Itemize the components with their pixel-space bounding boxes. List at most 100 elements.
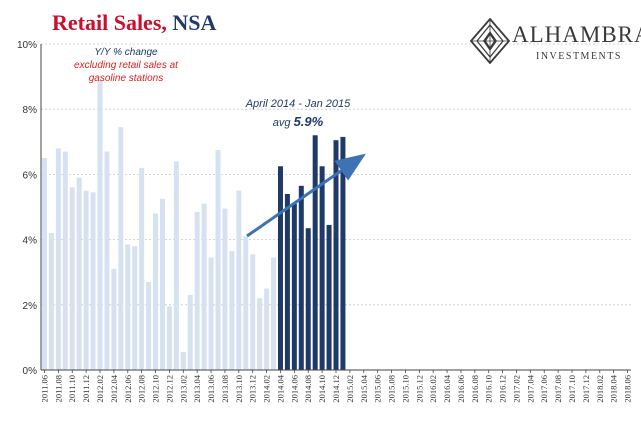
bar [153, 213, 159, 370]
bar [104, 151, 110, 370]
bar [90, 192, 96, 370]
x-tick-label: 2017.10 [567, 375, 577, 403]
title-part1: Retail Sales [52, 10, 162, 35]
bar [132, 246, 138, 370]
x-tick-label: 2016.12 [498, 375, 508, 403]
bar [180, 352, 186, 370]
x-tick-label: 2016.04 [442, 374, 452, 402]
x-tick-label: 2015.10 [400, 375, 410, 403]
x-tick-label: 2013.08 [220, 375, 230, 403]
bar [250, 254, 256, 370]
x-tick-label: 2013.04 [192, 374, 202, 402]
x-tick-label: 2017.02 [511, 375, 521, 403]
x-tick-label: 2013.12 [248, 375, 258, 403]
bar [55, 148, 61, 370]
alhambra-logo: ALHAMBRA INVESTMENTS [470, 18, 641, 68]
x-tick-label: 2015.02 [345, 375, 355, 403]
axes: 0% 2% 4% 6% 8% 10% 2011.06 2011.08 2011.10 2011.1… [17, 40, 633, 403]
x-tick-label: 2016.08 [470, 375, 480, 403]
x-tick-label: 2014.08 [303, 375, 313, 403]
y-tick-label: 2% [23, 301, 38, 312]
chart-title: Retail Sales, NSA [52, 10, 216, 36]
bar [76, 177, 82, 370]
y-tick-label: 4% [23, 236, 38, 247]
x-tick-label: 2014.06 [289, 375, 299, 403]
x-tick-label: 2012.10 [151, 375, 161, 403]
x-tick-label: 2016.02 [428, 375, 438, 403]
x-tick-label: 2015.06 [373, 375, 383, 403]
x-tick-label: 2015.12 [414, 375, 424, 403]
x-tick-label: 2012.08 [137, 375, 147, 403]
period-label: April 2014 - Jan 2015 [245, 98, 351, 110]
bar [97, 79, 103, 371]
y-tick-label: 6% [23, 170, 38, 181]
bar [201, 203, 207, 370]
bar [41, 158, 47, 370]
bar [111, 268, 117, 370]
y-tick-label: 0% [23, 366, 38, 377]
yoy-annotation: Y/Y % change excluding retail sales at g… [52, 46, 200, 85]
bar [159, 198, 165, 370]
x-tick-label: 2013.10 [234, 375, 244, 403]
x-tick-label: 2015.08 [387, 375, 397, 403]
bar [187, 295, 193, 370]
x-tick-label: 2011.08 [53, 375, 63, 402]
avg-label: avg 5.9% [238, 113, 358, 132]
bar [326, 224, 332, 370]
title-sep: , [161, 10, 167, 35]
title-part2: NSA [166, 10, 217, 35]
x-tick-label: 2012.06 [123, 375, 133, 403]
bar [340, 136, 346, 370]
x-tick-label: 2017.04 [525, 374, 535, 402]
bar [291, 203, 297, 370]
x-tick-label: 2017.06 [539, 375, 549, 403]
bar [298, 185, 304, 370]
trend-arrow [246, 153, 366, 238]
period-annotation: April 2014 - Jan 2015 avg 5.9% [238, 95, 358, 132]
bar [222, 208, 228, 370]
yoy-line1: Y/Y % change [94, 47, 158, 58]
x-tick-label: 2012.02 [95, 375, 105, 403]
x-tick-label: 2011.12 [81, 375, 91, 402]
bar [229, 251, 235, 370]
bar [83, 190, 89, 370]
x-tick-label: 2012.12 [164, 375, 174, 403]
bar [257, 298, 263, 370]
bar [208, 257, 214, 370]
logo-name: ALHAMBRA [512, 22, 641, 47]
avg-prefix: avg [272, 117, 294, 129]
logo-sub: INVESTMENTS [536, 51, 622, 62]
bar [69, 187, 75, 370]
bar [243, 236, 249, 370]
x-tick-label: 2016.06 [456, 375, 466, 403]
bar [62, 151, 68, 370]
bar [236, 190, 242, 370]
bar [48, 233, 54, 370]
x-tick-label: 2018.02 [595, 375, 605, 403]
y-tick-label: 8% [23, 105, 38, 116]
x-tick-label: 2018.06 [623, 375, 633, 403]
bar [166, 306, 172, 370]
bar [139, 167, 145, 370]
bar [264, 288, 270, 370]
bar [271, 257, 277, 370]
x-tick-label: 2012.04 [109, 374, 119, 402]
x-tick-label: 2015.04 [359, 374, 369, 402]
bar [125, 244, 131, 370]
x-tick-label: 2013.06 [206, 375, 216, 403]
y-tick-label: 10% [17, 40, 37, 51]
bar [277, 166, 283, 370]
yoy-line3: gasoline stations [88, 73, 164, 84]
yoy-line2: excluding retail sales at [74, 60, 178, 71]
bar [173, 161, 179, 370]
lattice-diamond-icon [470, 18, 510, 64]
x-tick-label: 2017.12 [581, 375, 591, 403]
bar [194, 211, 200, 370]
bars [41, 79, 346, 371]
bar [146, 281, 152, 370]
x-tick-label: 2014.10 [317, 375, 327, 403]
x-tick-label: 2014.02 [262, 375, 272, 403]
bar [333, 140, 339, 370]
x-tick-label: 2014.12 [331, 375, 341, 403]
